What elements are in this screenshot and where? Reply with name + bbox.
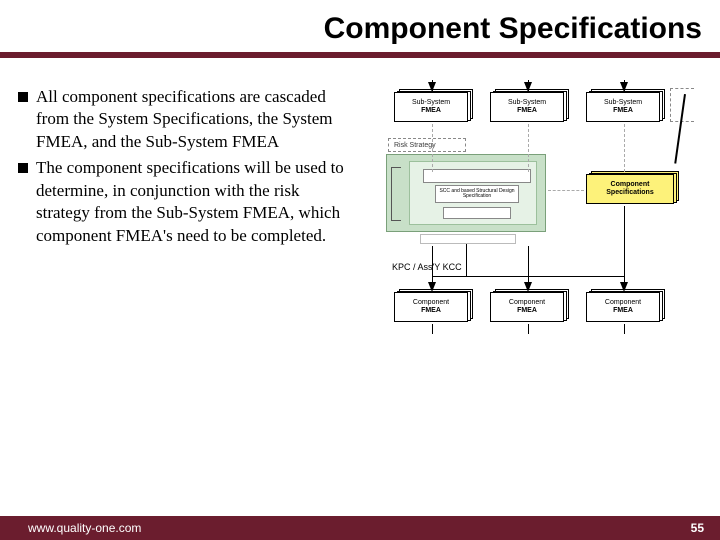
page-number: 55 bbox=[691, 521, 704, 535]
footer-url: www.quality-one.com bbox=[28, 521, 141, 535]
arrow-down-icon bbox=[428, 282, 436, 292]
diagram-box: ComponentFMEA bbox=[394, 292, 468, 322]
connector-line bbox=[432, 276, 624, 277]
arrow-down-icon bbox=[524, 82, 532, 92]
diagram-box: Sub-SystemFMEA bbox=[586, 92, 660, 122]
green-region: SCC and based Structural Design Specific… bbox=[386, 154, 546, 232]
dotted-connector bbox=[528, 124, 529, 172]
connector-line bbox=[624, 206, 625, 246]
brace bbox=[391, 167, 401, 221]
diagram-box: ComponentFMEA bbox=[490, 292, 564, 322]
arrow-down-icon bbox=[620, 82, 628, 92]
diagram-box: ComponentFMEA bbox=[586, 292, 660, 322]
arrow-down-icon bbox=[524, 282, 532, 292]
green-inner-box bbox=[423, 169, 531, 183]
connector-line bbox=[528, 324, 529, 334]
green-caption bbox=[420, 234, 516, 244]
content-area: All component specifications are cascade… bbox=[0, 58, 720, 366]
arrow-down-icon bbox=[428, 82, 436, 92]
bullet-item: The component specifications will be use… bbox=[18, 157, 350, 247]
bullet-list: All component specifications are cascade… bbox=[18, 86, 350, 356]
arrow-down-icon bbox=[620, 282, 628, 292]
connector-line bbox=[432, 324, 433, 334]
connector-line bbox=[466, 244, 467, 276]
diagram-box: Sub-SystemFMEA bbox=[394, 92, 468, 122]
green-inner-box bbox=[443, 207, 511, 219]
dotted-connector bbox=[548, 190, 584, 191]
diagram-box: Sub-SystemFMEA bbox=[490, 92, 564, 122]
connector-line bbox=[624, 324, 625, 334]
flow-diagram: Sub-SystemFMEA Sub-SystemFMEA Sub-SystemFM… bbox=[362, 86, 702, 356]
dotted-connector bbox=[624, 124, 625, 172]
footer-bar: www.quality-one.com 55 bbox=[0, 516, 720, 540]
component-spec-box: ComponentSpecifications bbox=[586, 174, 674, 204]
dotted-connector bbox=[432, 124, 433, 172]
kpc-label: KPC / Ass'Y KCC bbox=[392, 262, 462, 272]
slide-title: Component Specifications bbox=[0, 0, 720, 52]
bullet-item: All component specifications are cascade… bbox=[18, 86, 350, 153]
green-inner-box: SCC and based Structural Design Specific… bbox=[435, 185, 519, 203]
risk-strategy-dashed bbox=[388, 138, 466, 152]
